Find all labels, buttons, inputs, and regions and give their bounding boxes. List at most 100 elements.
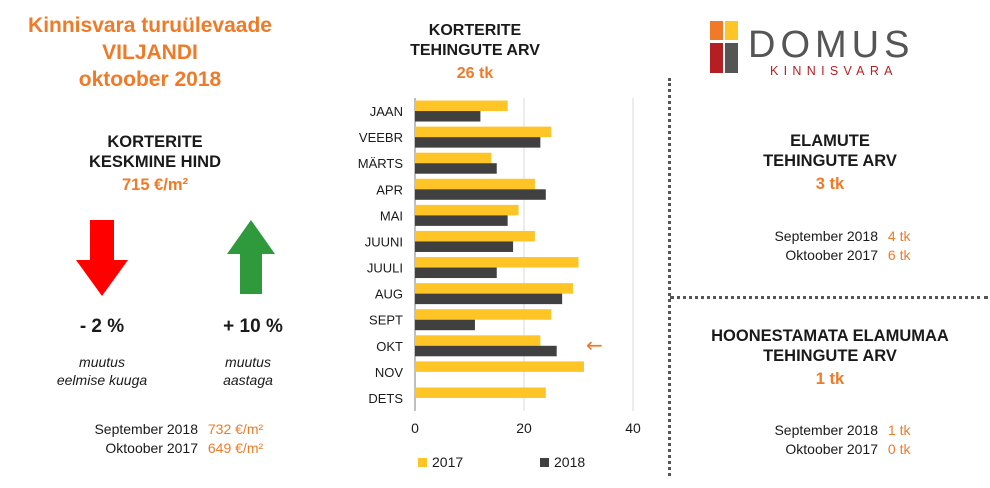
legend-swatch [540, 458, 549, 467]
yearly-change-caption-line-2: aastaga [223, 372, 273, 388]
average-price-heading: KORTERITE KESKMINE HIND [60, 132, 250, 172]
bar-2017 [415, 335, 541, 346]
apartment-transactions-chart: 0 20 40 JAAN VEEBR MÄRTS APR MAI JUUNI JUULI AUG SE… [358, 98, 641, 470]
monthly-change-value: - 2 % [79, 316, 125, 337]
bar-2017 [415, 387, 546, 398]
category-label: NOV [375, 365, 404, 380]
bar-2017 [415, 126, 552, 138]
house-transactions-heading-line-1: ELAMUTE [790, 132, 870, 150]
category-label: JUULI [367, 261, 403, 276]
house-comparison-value: 6 tk [887, 247, 911, 263]
logo-block-yellow [725, 21, 738, 40]
average-price-value: 715 €/m² [121, 176, 189, 194]
apartment-transactions-heading-line-2: TEHINGUTE ARV [410, 42, 540, 59]
logo-subtitle: KINNISVARA [770, 64, 898, 78]
apartment-transactions-heading: KORTERITE TEHINGUTE ARV [395, 21, 555, 61]
land-comparison-row: September 2018 1 tk [735, 422, 910, 438]
average-price-heading-line-2: KESKMINE HIND [88, 153, 221, 171]
bar-2017 [415, 309, 552, 320]
bar-2017 [415, 204, 519, 216]
price-comparison-row: September 2018 732 €/m² [52, 421, 263, 437]
vertical-divider [668, 78, 671, 476]
category-label: APR [376, 182, 403, 197]
land-comparison-label: Oktoober 2017 [785, 441, 878, 457]
land-transactions-value: 1 tk [815, 370, 845, 388]
report-title: Kinnisvara turuülevaade VILJANDI oktoobe… [0, 12, 300, 93]
bar-2017 [415, 152, 492, 164]
category-label: OKT [376, 339, 403, 354]
category-label: VEEBR [359, 130, 403, 145]
horizontal-divider [670, 296, 988, 299]
logo-wordmark: DOMUS [748, 24, 914, 66]
house-comparison-label: September 2018 [774, 228, 878, 244]
bar-2017 [415, 283, 574, 294]
bar-2018 [415, 267, 497, 279]
average-price-heading-line-1: KORTERITE [107, 133, 203, 151]
monthly-change-caption-line-1: muutus [79, 354, 125, 370]
category-label: JUUNI [365, 234, 403, 249]
logo-block-gray [725, 43, 738, 73]
logo-block-red [710, 43, 723, 73]
apartment-transactions-total: 26 tk [456, 65, 494, 82]
x-tick-label: 0 [411, 420, 419, 436]
land-transactions-heading-line-1: HOONESTAMATA ELAMUMAA [711, 327, 949, 345]
bar-2017 [415, 257, 579, 268]
report-title-line-2: VILJANDI [102, 41, 198, 64]
price-comparison-value: 649 €/m² [207, 440, 264, 456]
legend-label: 2018 [554, 454, 585, 470]
bar-2017 [415, 361, 584, 372]
category-label: AUG [375, 287, 403, 302]
category-label: MÄRTS [358, 156, 404, 171]
house-comparison-value: 4 tk [887, 228, 911, 244]
price-comparison-value: 732 €/m² [207, 421, 264, 437]
monthly-change-caption: muutus eelmise kuuga [42, 353, 162, 389]
legend-swatch [418, 458, 427, 467]
bar-2017 [415, 178, 535, 190]
house-comparison-label: Oktoober 2017 [785, 247, 878, 263]
report-title-line-3: oktoober 2018 [78, 68, 222, 91]
monthly-change-caption-line-2: eelmise kuuga [56, 372, 148, 388]
house-comparison-row: Oktoober 2017 6 tk [735, 247, 910, 263]
bar-2018 [415, 111, 481, 122]
bar-2017 [415, 100, 508, 112]
bar-2018 [415, 189, 546, 200]
bar-2018 [415, 241, 514, 252]
domus-logo: DOMUS KINNISVARA [710, 21, 914, 78]
house-transactions-heading: ELAMUTE TEHINGUTE ARV [710, 131, 950, 171]
apartment-transactions-heading-line-1: KORTERITE [428, 22, 522, 39]
yearly-change-caption-line-1: muutus [225, 354, 271, 370]
category-label: SEPT [369, 313, 403, 328]
arrow-up-icon [227, 220, 275, 294]
house-transactions-heading-line-2: TEHINGUTE ARV [763, 152, 897, 170]
yearly-change-caption: muutus aastaga [193, 353, 303, 389]
land-comparison-row: Oktoober 2017 0 tk [735, 441, 910, 457]
bar-2018 [415, 293, 563, 305]
bar-2017 [415, 230, 535, 242]
bar-2018 [415, 345, 557, 357]
arrow-down-icon [76, 220, 128, 296]
category-label: DETS [368, 391, 403, 406]
bar-2018 [415, 215, 508, 226]
house-comparison-row: September 2018 4 tk [735, 228, 910, 244]
category-label: JAAN [370, 104, 403, 119]
house-transactions-value: 3 tk [815, 175, 845, 193]
land-comparison-value: 1 tk [887, 422, 911, 438]
bar-2018 [415, 319, 475, 331]
yearly-change-value: + 10 % [223, 316, 283, 337]
x-tick-label: 40 [625, 420, 641, 436]
logo-block-orange [710, 21, 723, 40]
price-comparison-label: September 2018 [94, 421, 198, 437]
report-title-line-1: Kinnisvara turuülevaade [28, 14, 272, 37]
price-comparison-row: Oktoober 2017 649 €/m² [52, 440, 263, 456]
highlight-arrow-icon: ← [586, 333, 603, 357]
land-transactions-heading: HOONESTAMATA ELAMUMAA TEHINGUTE ARV [680, 326, 980, 366]
legend-label: 2017 [432, 454, 463, 470]
price-comparison-label: Oktoober 2017 [105, 440, 198, 456]
x-tick-label: 20 [516, 420, 532, 436]
land-comparison-value: 0 tk [887, 441, 911, 457]
category-label: MAI [380, 208, 403, 223]
land-transactions-heading-line-2: TEHINGUTE ARV [763, 347, 897, 365]
land-comparison-label: September 2018 [774, 422, 878, 438]
bar-2018 [415, 163, 497, 174]
bar-2018 [415, 137, 541, 148]
